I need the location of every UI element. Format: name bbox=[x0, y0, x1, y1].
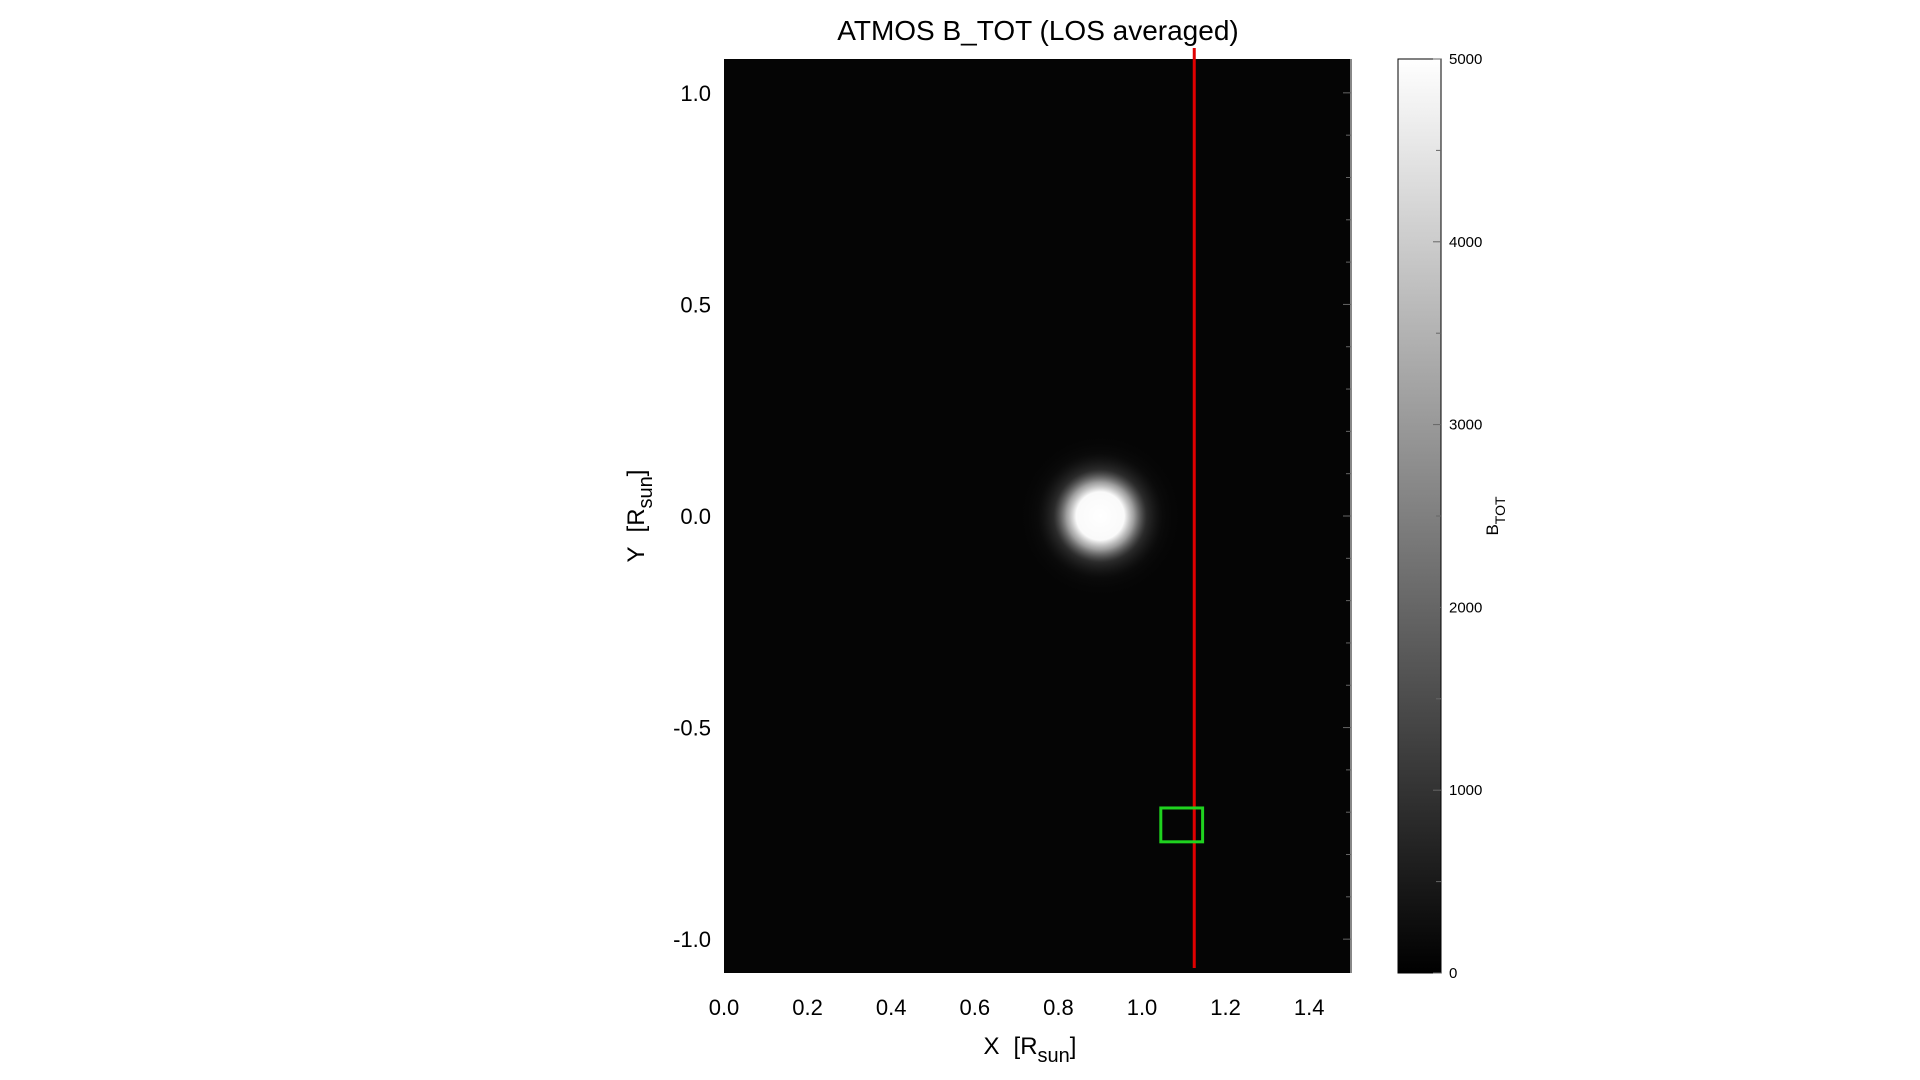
y-axis-label-sub: sun bbox=[635, 476, 657, 508]
y-axis-label-unit: [R bbox=[623, 508, 650, 532]
x-axis-label-unit: [R bbox=[1014, 1033, 1038, 1060]
colorbar-tick-label: 3000 bbox=[1449, 417, 1482, 434]
y-tick-label: -1.0 bbox=[673, 927, 711, 952]
y-tick-label: 0.0 bbox=[680, 504, 711, 529]
x-tick-label: 1.4 bbox=[1294, 995, 1325, 1020]
colorbar-label: BTOT bbox=[1483, 496, 1508, 536]
colorbar-tick-label: 4000 bbox=[1449, 234, 1482, 251]
y-axis-label-close: ] bbox=[623, 470, 650, 477]
x-axis-label: X [Rsun] bbox=[984, 1033, 1077, 1067]
y-tick-label: 0.5 bbox=[680, 292, 711, 317]
colorbar-tick-label: 2000 bbox=[1449, 599, 1482, 616]
x-tick-label: 1.2 bbox=[1210, 995, 1241, 1020]
colorbar-ticks: 0 1000 2000 3000 4000 5000 bbox=[1433, 51, 1482, 982]
selection-box bbox=[1159, 806, 1205, 844]
x-tick-label: 0.2 bbox=[792, 995, 823, 1020]
right-axis-ticks bbox=[1343, 59, 1352, 973]
x-axis-label-main: X bbox=[984, 1033, 1000, 1060]
x-tick-label: 0.4 bbox=[876, 995, 907, 1020]
x-tick-label: 1.0 bbox=[1127, 995, 1158, 1020]
chart-title: ATMOS B_TOT (LOS averaged) bbox=[837, 15, 1238, 46]
y-tick-label: -0.5 bbox=[673, 716, 711, 741]
colorbar-tick-label: 5000 bbox=[1449, 51, 1482, 68]
x-axis-label-sub: sun bbox=[1038, 1045, 1070, 1067]
colorbar bbox=[1397, 58, 1442, 974]
colorbar-label-main: B bbox=[1483, 524, 1502, 535]
x-axis-ticks: 0.0 0.2 0.4 0.6 0.8 1.0 1.2 1.4 bbox=[709, 995, 1325, 1020]
x-tick-label: 0.0 bbox=[709, 995, 740, 1020]
x-axis-label-close: ] bbox=[1070, 1033, 1077, 1060]
y-axis-ticks: 1.0 0.5 0.0 -0.5 -1.0 bbox=[673, 81, 711, 952]
colorbar-label-sub: TOT bbox=[1492, 496, 1508, 524]
colorbar-tick-label: 1000 bbox=[1449, 782, 1482, 799]
x-tick-label: 0.8 bbox=[1043, 995, 1074, 1020]
y-axis-label-main: Y bbox=[623, 546, 650, 562]
y-axis-label: Y [Rsun] bbox=[623, 470, 657, 563]
y-tick-label: 1.0 bbox=[680, 81, 711, 106]
x-tick-label: 0.6 bbox=[960, 995, 991, 1020]
intensity-peak bbox=[1019, 435, 1181, 597]
colorbar-tick-label: 0 bbox=[1449, 965, 1457, 982]
